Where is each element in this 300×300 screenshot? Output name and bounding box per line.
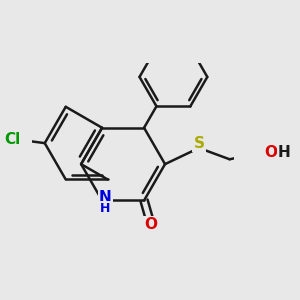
Text: O: O xyxy=(264,145,277,160)
Text: O: O xyxy=(144,217,157,232)
Text: S: S xyxy=(194,136,204,151)
Text: H: H xyxy=(100,202,110,215)
Text: Cl: Cl xyxy=(4,132,21,147)
Text: H: H xyxy=(278,145,291,160)
Text: N: N xyxy=(99,190,112,205)
